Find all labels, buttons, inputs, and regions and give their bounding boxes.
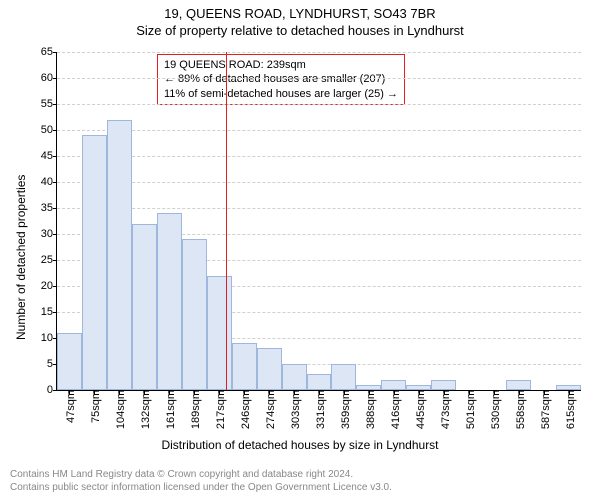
x-tick-label: 132sqm <box>136 390 152 429</box>
x-tick-mark <box>569 390 570 394</box>
histogram-bar <box>157 213 182 390</box>
x-tick-label: 47sqm <box>61 390 77 423</box>
x-tick-mark <box>444 390 445 394</box>
x-axis-label: Distribution of detached houses by size … <box>0 438 600 452</box>
x-tick-label: 104sqm <box>111 390 127 429</box>
x-tick-label: 359sqm <box>336 390 352 429</box>
chart-plot-area: 19 QUEENS ROAD: 239sqm ← 89% of detached… <box>56 52 581 391</box>
histogram-bar <box>307 374 332 390</box>
x-tick-label: 473sqm <box>436 390 452 429</box>
gridline <box>57 182 581 183</box>
histogram-bar <box>506 380 531 390</box>
gridline <box>57 156 581 157</box>
page-title-line2: Size of property relative to detached ho… <box>0 21 600 38</box>
histogram-bar <box>282 364 307 390</box>
annotation-line1: 19 QUEENS ROAD: 239sqm <box>164 58 398 72</box>
x-tick-mark <box>419 390 420 394</box>
histogram-bar <box>381 380 406 390</box>
gridline <box>57 104 581 105</box>
x-tick-mark <box>94 390 95 394</box>
x-tick-mark <box>469 390 470 394</box>
gridline <box>57 208 581 209</box>
marker-line <box>226 52 227 390</box>
x-tick-label: 161sqm <box>161 390 177 429</box>
x-tick-label: 445sqm <box>411 390 427 429</box>
x-tick-label: 246sqm <box>236 390 252 429</box>
x-tick-mark <box>144 390 145 394</box>
x-tick-label: 303sqm <box>286 390 302 429</box>
gridline <box>57 130 581 131</box>
x-tick-mark <box>244 390 245 394</box>
x-tick-mark <box>544 390 545 394</box>
x-tick-label: 615sqm <box>561 390 577 429</box>
x-tick-mark <box>319 390 320 394</box>
x-tick-mark <box>219 390 220 394</box>
footer-attribution: Contains HM Land Registry data © Crown c… <box>10 468 392 494</box>
page-title-line1: 19, QUEENS ROAD, LYNDHURST, SO43 7BR <box>0 0 600 21</box>
annotation-line3: 11% of semi-detached houses are larger (… <box>164 87 398 101</box>
annotation-box: 19 QUEENS ROAD: 239sqm ← 89% of detached… <box>157 54 405 105</box>
histogram-bar <box>182 239 207 390</box>
x-tick-label: 331sqm <box>311 390 327 429</box>
gridline <box>57 78 581 79</box>
y-tick-mark <box>53 390 57 391</box>
annotation-line2: ← 89% of detached houses are smaller (20… <box>164 72 398 86</box>
histogram-bar <box>232 343 257 390</box>
histogram-bar <box>82 135 107 390</box>
x-tick-mark <box>194 390 195 394</box>
histogram-bar <box>132 224 157 390</box>
x-tick-mark <box>519 390 520 394</box>
x-tick-mark <box>294 390 295 394</box>
x-tick-mark <box>69 390 70 394</box>
histogram-bar <box>331 364 356 390</box>
footer-line2: Contains public sector information licen… <box>10 481 392 494</box>
histogram-bar <box>257 348 282 390</box>
x-tick-label: 217sqm <box>211 390 227 429</box>
x-tick-mark <box>269 390 270 394</box>
histogram-bar <box>57 333 82 390</box>
footer-line1: Contains HM Land Registry data © Crown c… <box>10 468 392 481</box>
y-axis-label: Number of detached properties <box>14 175 28 340</box>
x-tick-label: 416sqm <box>386 390 402 429</box>
x-tick-mark <box>494 390 495 394</box>
gridline <box>57 52 581 53</box>
x-tick-label: 587sqm <box>536 390 552 429</box>
x-tick-label: 75sqm <box>86 390 102 423</box>
histogram-bar <box>207 276 232 390</box>
x-tick-label: 530sqm <box>486 390 502 429</box>
x-tick-label: 558sqm <box>511 390 527 429</box>
x-tick-mark <box>369 390 370 394</box>
histogram-bar <box>431 380 456 390</box>
chart-container: 19, QUEENS ROAD, LYNDHURST, SO43 7BR Siz… <box>0 0 600 500</box>
x-tick-label: 388sqm <box>361 390 377 429</box>
x-tick-label: 501sqm <box>461 390 477 429</box>
x-tick-mark <box>119 390 120 394</box>
x-tick-mark <box>344 390 345 394</box>
x-tick-mark <box>394 390 395 394</box>
histogram-bar <box>107 120 132 390</box>
x-tick-label: 274sqm <box>261 390 277 429</box>
x-tick-mark <box>169 390 170 394</box>
x-tick-label: 189sqm <box>186 390 202 429</box>
